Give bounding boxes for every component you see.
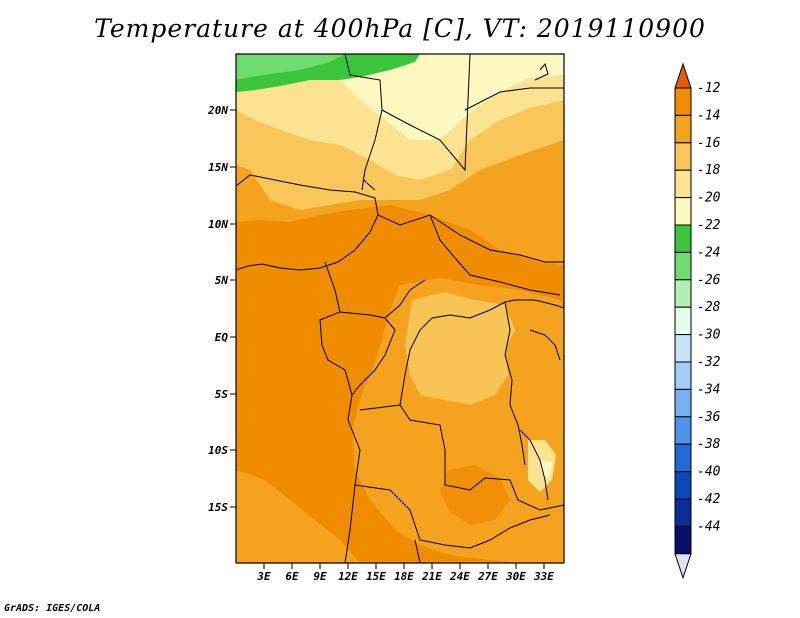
lon-label: 27E xyxy=(477,570,498,583)
coast-detail xyxy=(363,179,376,191)
colorbar-segment xyxy=(674,334,692,363)
lat-label: 5S xyxy=(215,388,229,401)
lat-label: 15N xyxy=(208,161,228,174)
colorbar-segment xyxy=(674,498,692,527)
lon-label: 21E xyxy=(421,570,442,583)
colorbar-label: -42 xyxy=(697,492,721,507)
colorbar-label: -40 xyxy=(697,465,721,480)
colorbar-label: -34 xyxy=(697,382,720,397)
colorbar-label: -44 xyxy=(697,519,720,534)
lat-label: EQ xyxy=(215,331,229,344)
chart-title: Temperature at 400hPa [C], VT: 201911090… xyxy=(94,14,706,43)
temperature-field xyxy=(236,54,564,563)
west-africa-coast xyxy=(236,174,379,271)
colorbar-label: -32 xyxy=(697,355,721,370)
colorbar-segment xyxy=(674,251,692,281)
border-east-1 xyxy=(515,299,564,309)
colorbar-label: -24 xyxy=(697,245,720,260)
colorbar-label: -36 xyxy=(697,410,721,425)
colorbar-segment xyxy=(674,306,692,336)
lat-label: 15S xyxy=(208,501,228,514)
colorbar-segment xyxy=(674,416,692,445)
colorbar: -12 -14 -16 -18 -20 -22 -24 -26 -28 -30 -32 -34 -36 -… xyxy=(674,62,721,580)
lat-label: 10N xyxy=(208,218,228,231)
lat-label: 20N xyxy=(207,104,228,117)
colorbar-segment xyxy=(674,169,692,199)
border-central-2 xyxy=(429,214,561,296)
border-north-2 xyxy=(381,54,471,172)
lon-label: 18E xyxy=(394,570,414,583)
colorbar-label: -18 xyxy=(697,163,721,178)
field-m16-south xyxy=(352,278,564,563)
lon-label: 9E xyxy=(313,570,327,583)
border-congo-2 xyxy=(384,279,426,319)
colorbar-segment xyxy=(674,224,692,253)
lon-label: 24E xyxy=(449,570,470,583)
colorbar-label: -26 xyxy=(697,273,721,288)
colorbar-segment xyxy=(674,114,692,144)
border-south-1 xyxy=(359,404,564,511)
map-frame xyxy=(235,53,565,564)
field-m26 xyxy=(236,54,345,80)
border-congo-1 xyxy=(339,311,396,396)
colorbar-segment xyxy=(674,443,692,473)
colorbar-bottom-arrow xyxy=(674,553,692,580)
longitude-axis: 3E 6E 9E 12E 15E 18E 21E 24E 27E 30E 33E xyxy=(256,563,554,583)
border-central-1 xyxy=(377,214,564,263)
lon-label: 15E xyxy=(366,570,386,583)
colorbar-segment xyxy=(674,525,692,555)
colorbar-label: -16 xyxy=(697,136,721,151)
colorbar-label: -38 xyxy=(697,437,721,452)
lon-label: 6E xyxy=(285,570,299,583)
lon-label: 33E xyxy=(533,570,554,583)
colorbar-top-arrow xyxy=(674,62,692,89)
latitude-axis: 20N 15N 10N 5N EQ 5S 10S 15S xyxy=(207,104,236,514)
border-north-3 xyxy=(464,87,564,111)
colorbar-segment xyxy=(674,142,692,171)
colorbar-segment xyxy=(674,279,692,308)
field-m18-central xyxy=(405,292,515,405)
colorbar-segment xyxy=(674,361,692,390)
colorbar-segment xyxy=(674,87,692,116)
border-south-2 xyxy=(354,484,551,549)
border-south-3 xyxy=(414,539,421,563)
border-east-2 xyxy=(519,429,549,501)
lake-victoria-edge xyxy=(529,329,561,361)
lon-label: 30E xyxy=(505,570,526,583)
colorbar-label: -22 xyxy=(697,218,721,233)
rift-lakes xyxy=(504,301,526,466)
colorbar-label: -28 xyxy=(697,300,721,315)
country-borders xyxy=(236,54,564,563)
colorbar-segment xyxy=(674,197,692,226)
colorbar-label: -14 xyxy=(697,108,720,123)
lon-label: 3E xyxy=(256,570,271,583)
lon-label: 12E xyxy=(338,570,358,583)
field-m14-south-patch xyxy=(440,465,510,525)
colorbar-label: -12 xyxy=(697,81,721,96)
colorbar-segment xyxy=(674,471,692,500)
coast-north-east xyxy=(534,62,549,81)
border-central-3 xyxy=(399,299,516,406)
lat-label: 10S xyxy=(208,444,228,457)
grads-credit: GrADS: IGES/COLA xyxy=(4,603,101,614)
lat-label: 5N xyxy=(215,274,229,287)
colorbar-label: -30 xyxy=(697,328,721,343)
field-m16-southwest xyxy=(236,470,360,563)
field-m22 xyxy=(330,54,564,140)
colorbar-segment xyxy=(674,388,692,418)
colorbar-label: -20 xyxy=(697,191,721,206)
